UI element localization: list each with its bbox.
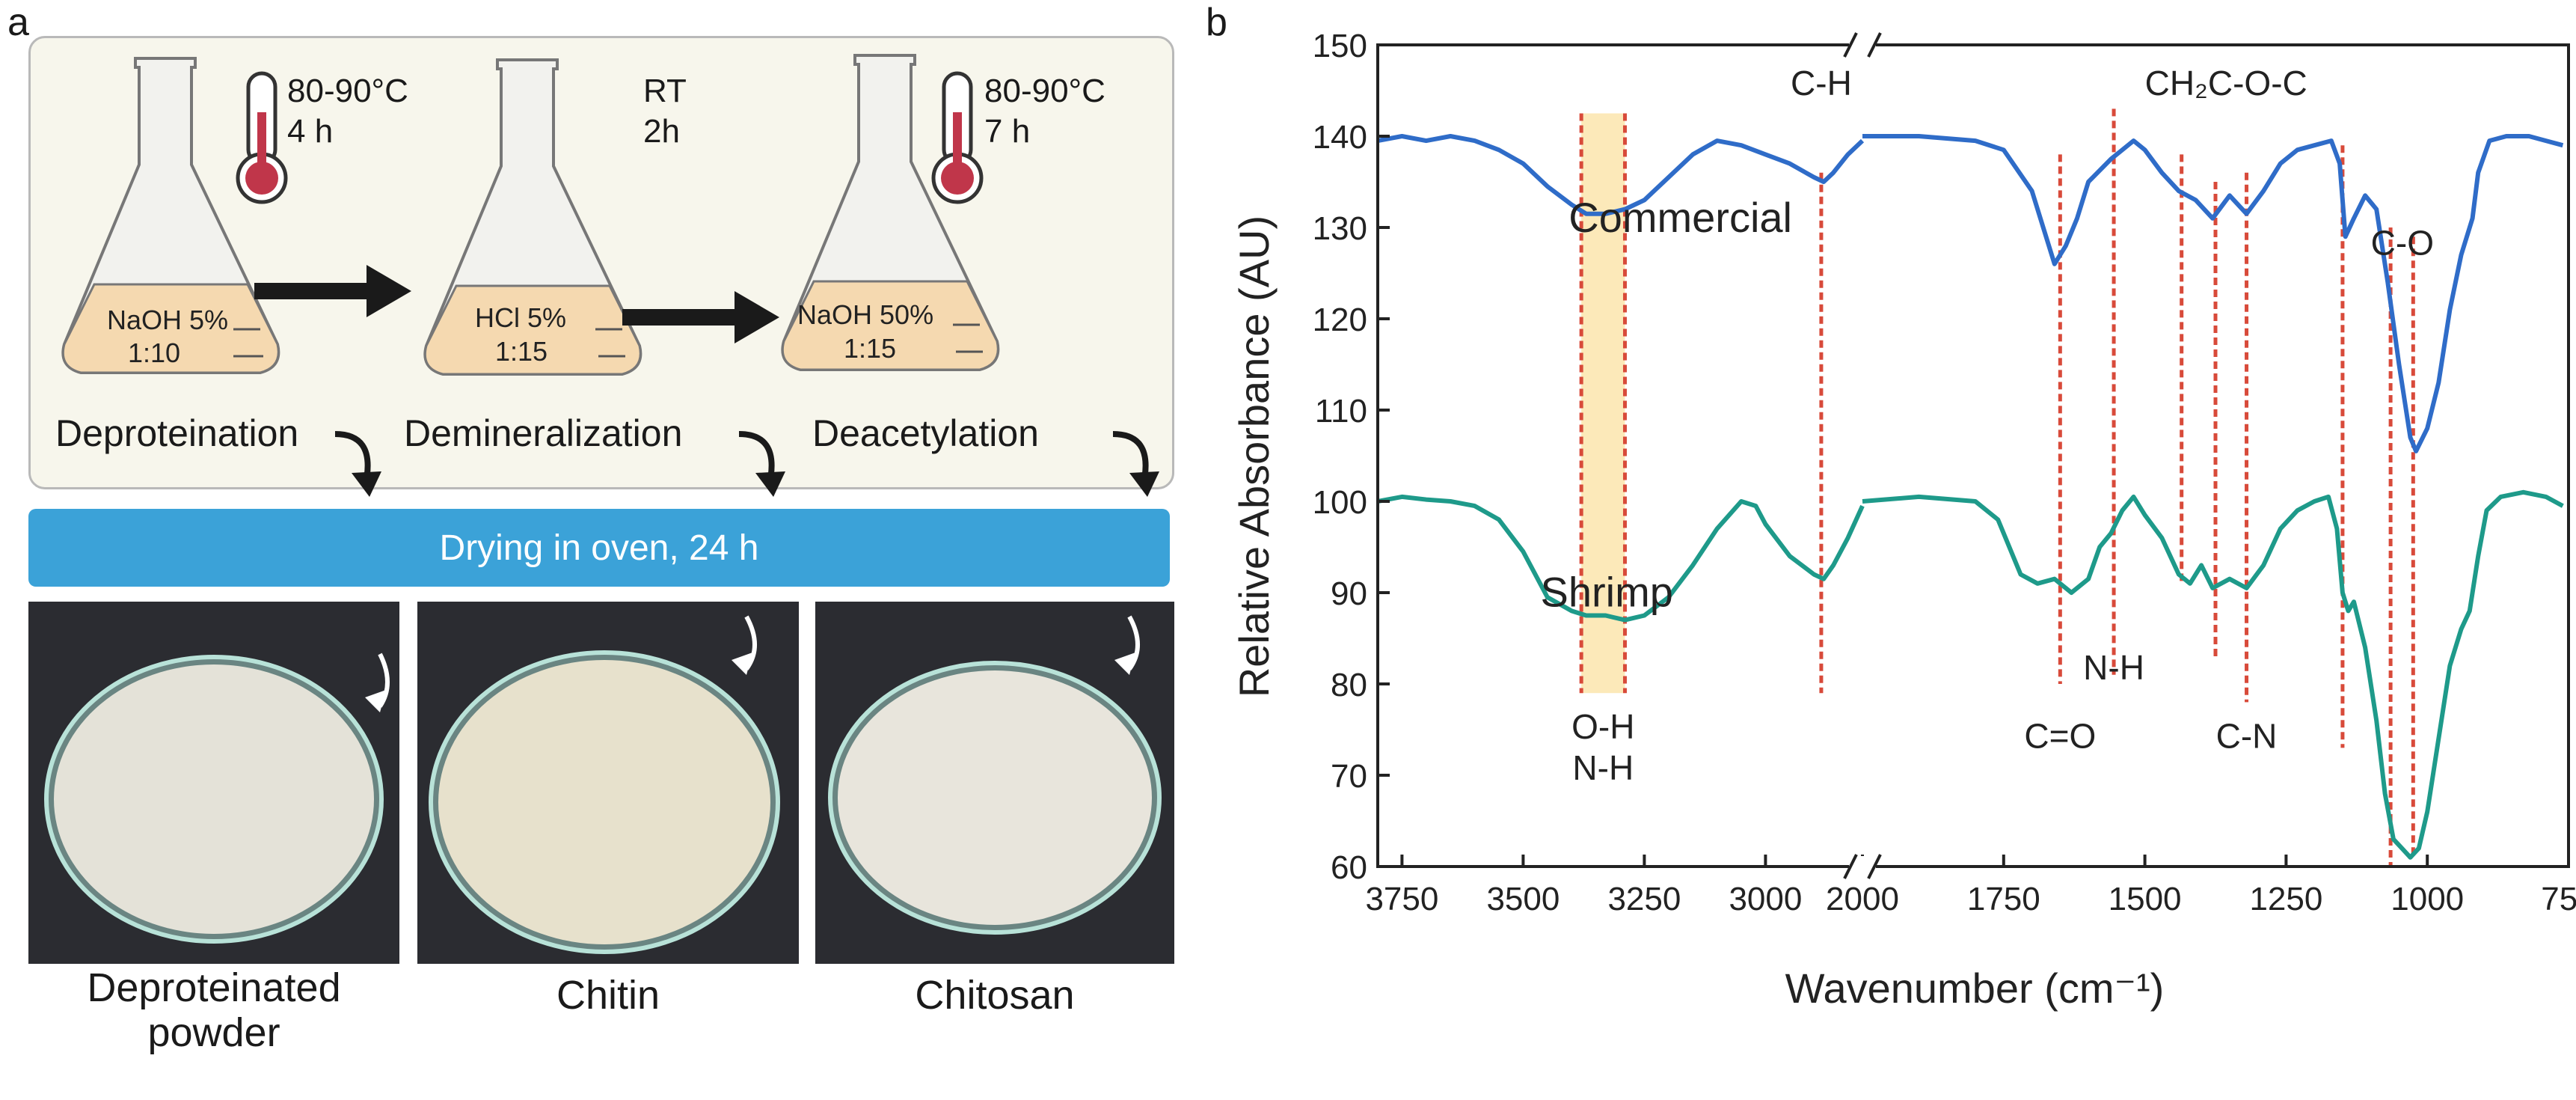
x-tick-label: 1250 — [2249, 881, 2322, 917]
flask-3-reagent: NaOH 50% — [797, 299, 933, 330]
flask-1-icon: NaOH 5% 1:10 — [61, 57, 280, 374]
caption-deproteinated-line1: Deproteinated — [87, 965, 341, 1010]
ftir-chart: 60 70 80 90 100 110 120 130 140 150 3750 3500 3250 30… — [1230, 28, 2576, 1012]
x-axis-label: Wavenumber (cm⁻¹) — [1785, 965, 2165, 1012]
y-tick-label: 130 — [1313, 210, 1367, 247]
annotation-4: CH₂C-O-C — [2145, 64, 2307, 103]
axis-break-mark — [1867, 32, 1882, 58]
step-2-temp: RT — [643, 73, 687, 109]
photo-deproteinated-powder — [28, 602, 399, 964]
y-tick-label: 110 — [1315, 393, 1367, 430]
x-tick-label: 3000 — [1729, 881, 1802, 917]
series-shrimp-line-2 — [1862, 489, 2564, 860]
annotation-2: Shrimp — [1541, 568, 1673, 615]
step-1-time: 4 h — [287, 113, 334, 150]
photo-chitosan — [815, 602, 1174, 964]
flask-2-reagent: HCl 5% — [475, 302, 566, 333]
y-tick-label: 100 — [1313, 484, 1367, 521]
photo-chitin — [417, 602, 799, 964]
x-tick-label: 1000 — [2391, 881, 2464, 917]
curved-arrow-icon-2 — [738, 431, 785, 497]
panel-b-label: b — [1206, 1, 1227, 44]
flask-2-ratio: 1:15 — [495, 336, 548, 367]
y-tick-label: 140 — [1313, 119, 1367, 156]
annotation-3: C-H — [1791, 64, 1852, 103]
series-commercial-line-1 — [1377, 134, 1865, 216]
curved-arrow-icon-1 — [334, 431, 381, 497]
drying-bar: Drying in oven, 24 h — [28, 509, 1170, 587]
step-3-label: Deacetylation — [812, 412, 1039, 454]
axis-break-mark — [1867, 854, 1882, 879]
flask-3-icon: NaOH 50% 1:15 — [781, 54, 1000, 371]
flask-1-ratio: 1:10 — [128, 337, 180, 368]
annotation-8: C-N — [2216, 716, 2278, 755]
y-axis-label: Relative Absorbance (AU) — [1230, 216, 1278, 697]
annotation-6: C=O — [2024, 716, 2096, 755]
thermometer-3-icon — [931, 71, 984, 204]
x-tick-label: 3500 — [1486, 881, 1560, 917]
axis-break-mark — [1843, 854, 1858, 879]
y-tick-label: 120 — [1313, 302, 1367, 338]
arrow-right-icon-1 — [254, 265, 411, 317]
panel-a-label: a — [7, 1, 29, 44]
step-1-label: Deproteination — [55, 412, 299, 454]
curved-arrow-icon-3 — [1112, 431, 1159, 497]
y-tick-label: 70 — [1331, 758, 1367, 795]
caption-chitosan: Chitosan — [915, 973, 1075, 1018]
series-shrimp-line-1 — [1377, 494, 1865, 623]
step-2-label: Demineralization — [404, 412, 683, 454]
x-tick-label: 750 — [2541, 881, 2576, 917]
x-tick-label: 2000 — [1826, 881, 1899, 917]
step-2-time: 2h — [643, 113, 680, 150]
step-1-temp: 80-90°C — [287, 73, 408, 109]
annotation-1: Commercial — [1568, 194, 1792, 241]
step-3-temp: 80-90°C — [984, 73, 1105, 109]
caption-deproteinated-line2: powder — [147, 1010, 280, 1055]
annotation-7: N-H — [2083, 648, 2144, 687]
series-commercial-line-2 — [1862, 134, 2564, 453]
flask-2-icon: HCl 5% 1:15 — [423, 58, 643, 376]
flask-3-ratio: 1:15 — [844, 333, 896, 364]
band-label-oh: O-H — [1571, 707, 1634, 746]
x-tick-label: 3250 — [1607, 881, 1681, 917]
plot-frame — [1376, 43, 2570, 868]
thermometer-1-icon — [236, 71, 288, 204]
axis-break-mark — [1843, 32, 1858, 58]
band-label-nh: N-H — [1572, 748, 1634, 787]
y-tick-label: 60 — [1331, 849, 1367, 886]
y-tick-label: 90 — [1331, 575, 1367, 612]
y-tick-label: 80 — [1331, 667, 1367, 703]
y-tick-label: 150 — [1313, 28, 1367, 64]
arrow-right-icon-2 — [622, 291, 779, 343]
flask-1-reagent: NaOH 5% — [107, 305, 228, 335]
annotation-5: C-O — [2371, 224, 2434, 263]
x-tick-label: 1500 — [2109, 881, 2182, 917]
x-tick-label: 3750 — [1365, 881, 1438, 917]
step-3-time: 7 h — [984, 113, 1031, 150]
caption-chitin: Chitin — [556, 973, 660, 1018]
x-tick-label: 1750 — [1967, 881, 2040, 917]
